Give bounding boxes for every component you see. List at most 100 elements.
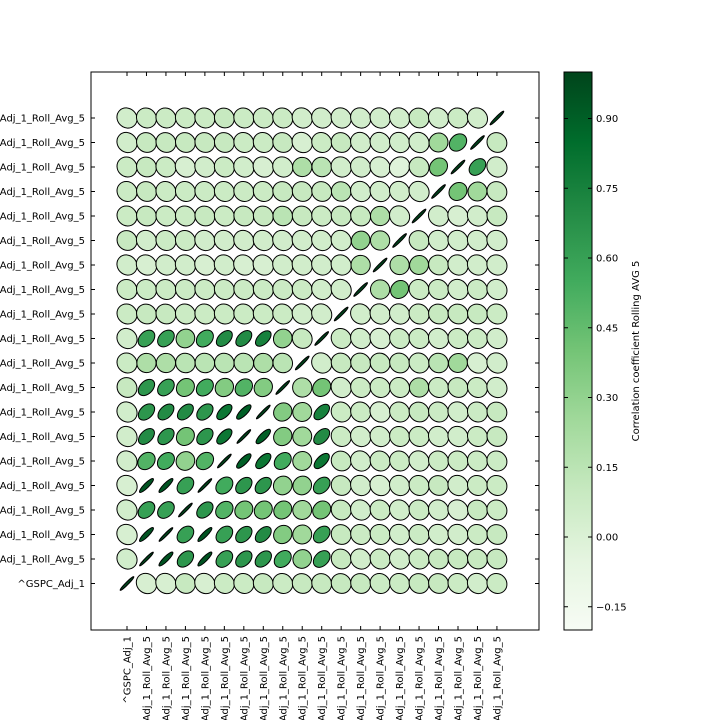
correlation-cell: [466, 279, 488, 300]
correlation-cell: [350, 548, 372, 570]
correlation-cell: [135, 229, 158, 252]
correlation-cell: [272, 573, 294, 594]
x-tick-label: Adj_1_Roll_Avg_5: [434, 636, 445, 720]
correlation-cell: [447, 499, 469, 521]
correlation-cell: [466, 475, 488, 496]
correlation-cell: [390, 279, 410, 300]
correlation-cell: [311, 107, 333, 129]
correlation-cell: [369, 548, 391, 570]
correlation-cell: [252, 279, 274, 300]
correlation-cell: [136, 352, 157, 374]
correlation-cell: [213, 132, 235, 153]
correlation-cell: [350, 425, 372, 448]
y-tick-label: Adj_1_Roll_Avg_5: [0, 138, 85, 149]
correlation-cell: [389, 401, 411, 423]
correlation-cell: [135, 107, 157, 129]
x-tick-label: Adj_1_Roll_Avg_5: [298, 636, 309, 720]
correlation-cell: [428, 377, 450, 398]
correlation-cell: [255, 330, 272, 347]
correlation-cell: [215, 550, 234, 568]
correlation-cell: [427, 499, 450, 521]
correlation-cell: [194, 181, 216, 202]
correlation-cell: [135, 572, 158, 595]
correlation-cell: [369, 524, 391, 545]
correlation-cell: [272, 279, 294, 300]
correlation-cell: [234, 378, 253, 397]
correlation-cell: [213, 254, 235, 276]
correlation-cell: [369, 131, 391, 154]
correlation-cell: [450, 159, 466, 175]
correlation-cell: [255, 452, 272, 470]
y-tick-label: Adj_1_Roll_Avg_5: [0, 383, 85, 394]
correlation-cell: [467, 303, 488, 325]
correlation-cell: [409, 255, 430, 275]
y-tick-label: Adj_1_Roll_Avg_5: [0, 334, 85, 345]
correlation-cell: [466, 524, 488, 545]
correlation-cell: [429, 157, 449, 177]
correlation-cell: [408, 107, 430, 129]
correlation-cell: [252, 132, 274, 153]
correlation-cell: [292, 524, 313, 545]
correlation-cell: [137, 403, 156, 421]
correlation-cell: [216, 403, 233, 421]
correlation-cell: [350, 230, 371, 251]
x-tick-label: Adj_1_Roll_Avg_5: [453, 636, 464, 720]
x-tick-label: Adj_1_Roll_Avg_5: [317, 636, 328, 720]
correlation-cell: [291, 107, 313, 129]
correlation-cell: [369, 499, 391, 521]
y-tick-label: Adj_1_Roll_Avg_5: [0, 212, 85, 223]
y-tick-label: Adj_1_Roll_Avg_5: [0, 481, 85, 492]
correlation-cell: [234, 500, 254, 520]
correlation-cell: [447, 474, 469, 497]
correlation-cell: [291, 279, 313, 300]
correlation-cell: [466, 426, 488, 447]
correlation-cell: [236, 404, 252, 420]
correlation-cell: [333, 306, 349, 322]
correlation-cell: [466, 572, 489, 595]
correlation-cell: [116, 499, 138, 521]
correlation-cell: [252, 156, 274, 178]
correlation-cell: [388, 156, 411, 178]
correlation-cell: [291, 328, 313, 349]
correlation-cell: [235, 476, 253, 495]
correlation-cell: [311, 156, 332, 178]
correlation-cell: [136, 181, 157, 202]
correlation-cell: [392, 233, 407, 248]
correlation-cell: [213, 181, 235, 202]
y-tick-label: Adj_1_Roll_Avg_5: [0, 236, 85, 247]
correlation-cell: [135, 254, 158, 276]
correlation-cell: [272, 107, 294, 129]
y-tick-label: Adj_1_Roll_Avg_5: [0, 359, 85, 370]
correlation-cell: [294, 355, 310, 371]
correlation-cell: [486, 401, 508, 423]
correlation-cell: [116, 303, 138, 325]
correlation-cell: [155, 572, 177, 595]
correlation-cell: [292, 426, 313, 447]
correlation-cell: [116, 254, 138, 276]
correlation-cell: [175, 377, 195, 398]
y-tick-label: ^GSPC_Adj_1: [17, 579, 85, 590]
correlation-cell: [292, 402, 313, 422]
correlation-cell: [448, 353, 468, 373]
correlation-cell: [447, 303, 469, 325]
correlation-cell: [466, 401, 488, 423]
correlation-cell: [194, 132, 216, 153]
correlation-cell: [389, 426, 411, 447]
correlation-cell: [330, 107, 352, 129]
colorbar-tick-label: 0.15: [596, 463, 618, 474]
correlation-cell: [330, 278, 352, 301]
correlation-cell: [252, 107, 274, 129]
correlation-cell: [408, 156, 430, 178]
correlation-cell: [466, 352, 489, 374]
x-tick-label: Adj_1_Roll_Avg_5: [142, 636, 153, 720]
correlation-cell: [252, 573, 274, 594]
correlation-cell: [158, 527, 174, 542]
correlation-cell: [369, 327, 391, 350]
correlation-cell: [428, 450, 450, 472]
y-tick-label: Adj_1_Roll_Avg_5: [0, 310, 85, 321]
correlation-cell: [330, 229, 352, 252]
correlation-cell: [408, 303, 430, 325]
correlation-cell: [447, 401, 469, 423]
correlation-cell: [468, 158, 487, 176]
correlation-cell: [291, 254, 313, 276]
